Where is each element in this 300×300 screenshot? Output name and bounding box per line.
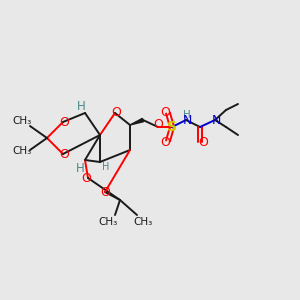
Text: N: N	[211, 113, 221, 127]
Text: CH₃: CH₃	[12, 116, 32, 126]
Text: CH₃: CH₃	[12, 146, 32, 156]
Text: N: N	[182, 115, 192, 128]
Text: H: H	[183, 110, 191, 120]
Text: O: O	[111, 106, 121, 119]
Text: O: O	[59, 116, 69, 128]
Text: H: H	[102, 162, 110, 172]
Text: O: O	[160, 106, 170, 118]
Text: O: O	[100, 187, 110, 200]
Text: CH₃: CH₃	[98, 217, 118, 227]
Text: O: O	[81, 172, 91, 185]
Text: O: O	[153, 118, 163, 130]
Text: H: H	[76, 100, 85, 112]
Text: H: H	[76, 161, 84, 175]
Text: O: O	[59, 148, 69, 160]
Text: CH₃: CH₃	[134, 217, 153, 227]
Text: O: O	[160, 136, 170, 148]
Polygon shape	[130, 118, 144, 125]
Text: S: S	[167, 120, 177, 134]
Text: O: O	[198, 136, 208, 149]
